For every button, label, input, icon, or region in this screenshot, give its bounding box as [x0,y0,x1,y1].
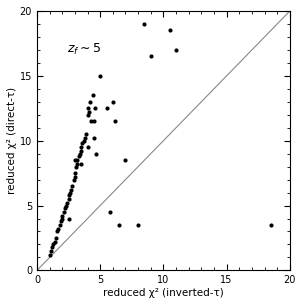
Point [72,171,77,176]
Point [268,223,273,228]
Point [61,210,66,214]
Point [50,245,55,249]
Point [60,214,65,218]
Point [88,99,92,104]
Point [66,193,71,198]
Point [83,136,88,141]
Point [117,223,122,228]
Point [51,242,56,247]
Point [75,162,80,167]
Point [108,210,113,214]
Point [81,138,86,143]
Point [65,200,70,205]
Point [72,158,77,163]
Point [85,145,90,150]
Point [92,119,96,124]
Point [136,223,141,228]
Point [89,119,94,124]
Point [66,197,71,202]
Y-axis label: reduced χ² (direct-τ): reduced χ² (direct-τ) [7,87,17,194]
Point [94,151,99,156]
Point [66,216,71,221]
Point [60,216,65,221]
Point [167,28,172,33]
Point [70,184,75,188]
Point [92,136,96,141]
Point [64,203,68,208]
Point [48,249,53,253]
Point [76,154,81,159]
Point [84,132,89,137]
Point [123,158,128,163]
Point [174,47,178,52]
Point [85,112,90,117]
Text: $z_f \sim 5$: $z_f \sim 5$ [67,42,102,57]
Point [98,74,103,78]
Point [148,54,153,59]
Point [55,229,60,234]
Point [56,226,61,231]
Point [79,162,84,167]
Point [80,141,85,146]
Point [67,190,72,195]
Point [110,99,115,104]
Point [90,93,95,98]
Point [86,110,91,115]
Point [78,151,82,156]
Point [75,158,80,163]
Point [79,145,84,150]
Point [62,206,67,210]
Point [142,21,147,26]
Point [93,106,98,111]
Point [79,149,84,153]
Point [57,223,62,228]
X-axis label: reduced χ² (inverted-τ): reduced χ² (inverted-τ) [103,288,224,298]
Point [74,164,78,169]
Point [58,219,63,224]
Point [54,235,58,240]
Point [85,106,90,111]
Point [52,239,57,244]
Point [72,174,77,179]
Point [69,188,74,192]
Point [104,106,109,111]
Point [71,177,76,182]
Point [113,119,118,124]
Point [47,253,52,257]
